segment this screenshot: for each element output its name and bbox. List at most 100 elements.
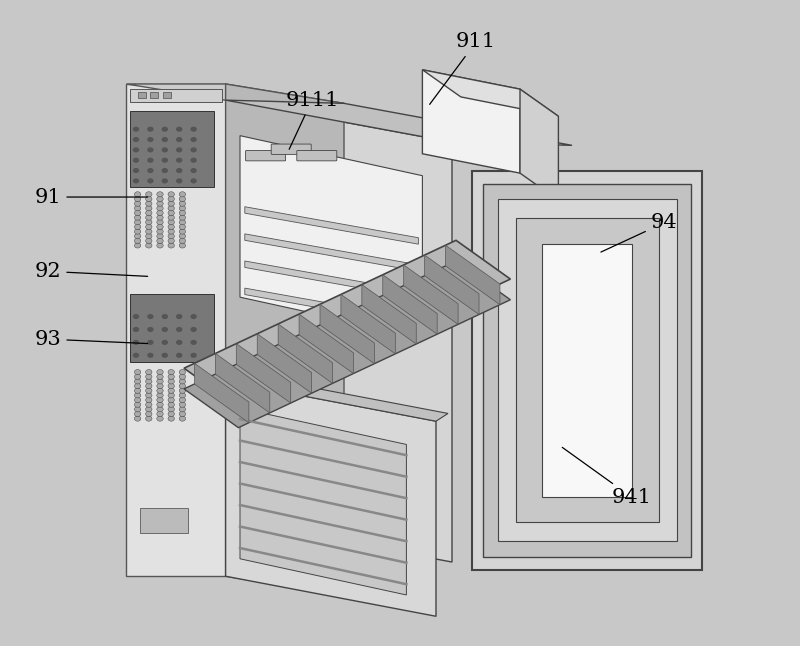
- Polygon shape: [245, 288, 418, 326]
- Circle shape: [179, 374, 186, 379]
- Circle shape: [146, 388, 152, 393]
- Circle shape: [179, 407, 186, 412]
- Circle shape: [134, 211, 141, 216]
- Circle shape: [134, 238, 141, 244]
- Circle shape: [157, 384, 163, 389]
- Polygon shape: [226, 381, 436, 616]
- Polygon shape: [299, 314, 354, 373]
- Circle shape: [168, 234, 174, 239]
- Circle shape: [168, 224, 174, 229]
- Text: 94: 94: [601, 213, 678, 252]
- Polygon shape: [245, 234, 418, 271]
- Circle shape: [157, 416, 163, 421]
- Text: 92: 92: [34, 262, 148, 281]
- Circle shape: [168, 370, 174, 375]
- Circle shape: [146, 196, 152, 202]
- Circle shape: [134, 416, 141, 421]
- Circle shape: [179, 243, 186, 248]
- Polygon shape: [382, 275, 437, 334]
- Circle shape: [190, 147, 197, 152]
- Polygon shape: [516, 218, 659, 522]
- Circle shape: [157, 234, 163, 239]
- Circle shape: [168, 238, 174, 244]
- Circle shape: [179, 397, 186, 402]
- Circle shape: [179, 370, 186, 375]
- Circle shape: [133, 158, 139, 163]
- Text: 9111: 9111: [286, 90, 338, 149]
- Circle shape: [162, 168, 168, 173]
- Polygon shape: [498, 199, 677, 541]
- Polygon shape: [341, 295, 395, 354]
- Text: 93: 93: [34, 329, 148, 349]
- Circle shape: [134, 201, 141, 206]
- Circle shape: [146, 234, 152, 239]
- Circle shape: [176, 178, 182, 183]
- Circle shape: [168, 229, 174, 234]
- Circle shape: [134, 234, 141, 239]
- Circle shape: [179, 215, 186, 220]
- Circle shape: [176, 127, 182, 132]
- Circle shape: [134, 397, 141, 402]
- Circle shape: [168, 192, 174, 197]
- Circle shape: [157, 201, 163, 206]
- Circle shape: [157, 379, 163, 384]
- Circle shape: [146, 211, 152, 216]
- Circle shape: [146, 407, 152, 412]
- Circle shape: [146, 201, 152, 206]
- Polygon shape: [126, 84, 226, 576]
- Polygon shape: [483, 184, 691, 557]
- Bar: [130, 89, 222, 102]
- Polygon shape: [226, 373, 448, 421]
- Polygon shape: [446, 245, 500, 305]
- Circle shape: [190, 168, 197, 173]
- Circle shape: [157, 192, 163, 197]
- Circle shape: [168, 215, 174, 220]
- Circle shape: [157, 224, 163, 229]
- Circle shape: [176, 314, 182, 319]
- Circle shape: [147, 147, 154, 152]
- Circle shape: [146, 224, 152, 229]
- Bar: [130, 294, 214, 362]
- Circle shape: [134, 407, 141, 412]
- Circle shape: [179, 393, 186, 398]
- Circle shape: [179, 416, 186, 421]
- FancyBboxPatch shape: [246, 151, 286, 161]
- Circle shape: [146, 393, 152, 398]
- Circle shape: [147, 340, 154, 345]
- Circle shape: [157, 229, 163, 234]
- Bar: [140, 508, 188, 533]
- Circle shape: [134, 196, 141, 202]
- Circle shape: [157, 374, 163, 379]
- Text: 91: 91: [34, 187, 148, 207]
- Circle shape: [133, 314, 139, 319]
- Circle shape: [168, 407, 174, 412]
- Circle shape: [179, 224, 186, 229]
- Circle shape: [134, 224, 141, 229]
- Circle shape: [146, 416, 152, 421]
- Circle shape: [133, 147, 139, 152]
- Circle shape: [133, 127, 139, 132]
- Circle shape: [162, 314, 168, 319]
- Circle shape: [134, 215, 141, 220]
- Circle shape: [168, 374, 174, 379]
- Circle shape: [147, 127, 154, 132]
- Circle shape: [162, 178, 168, 183]
- Circle shape: [157, 196, 163, 202]
- Circle shape: [168, 416, 174, 421]
- Bar: [163, 92, 171, 98]
- FancyBboxPatch shape: [271, 144, 311, 154]
- Circle shape: [146, 370, 152, 375]
- Circle shape: [133, 168, 139, 173]
- Polygon shape: [520, 89, 558, 200]
- Circle shape: [157, 205, 163, 211]
- Circle shape: [179, 238, 186, 244]
- Circle shape: [162, 340, 168, 345]
- Circle shape: [133, 178, 139, 183]
- Circle shape: [157, 243, 163, 248]
- Circle shape: [168, 412, 174, 417]
- Circle shape: [168, 388, 174, 393]
- Polygon shape: [240, 136, 422, 337]
- Polygon shape: [472, 171, 702, 570]
- Circle shape: [176, 327, 182, 332]
- Circle shape: [147, 168, 154, 173]
